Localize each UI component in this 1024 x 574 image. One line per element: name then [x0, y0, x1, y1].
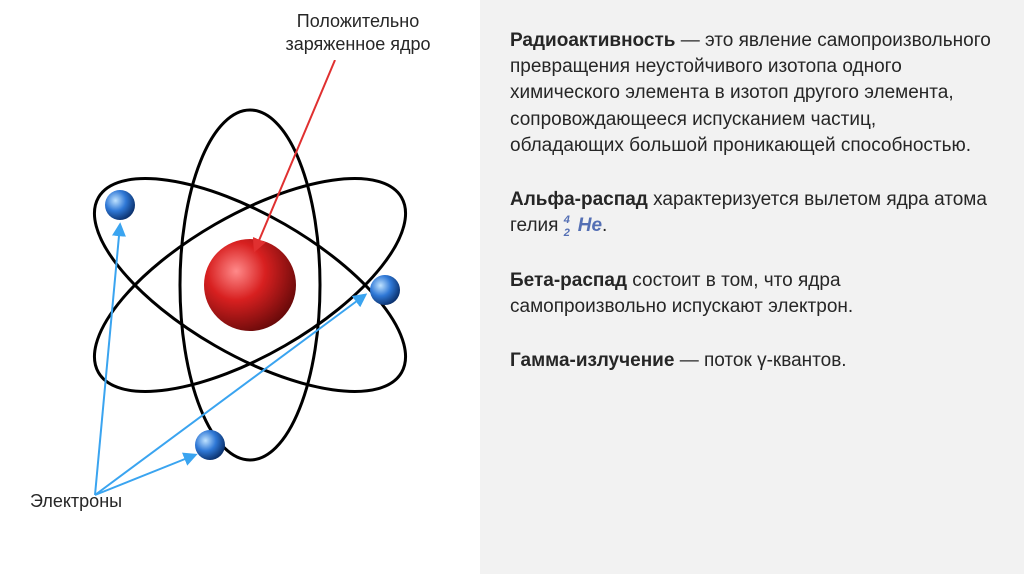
nucleus-label: Положительнозаряженное ядро: [258, 10, 458, 57]
atom-diagram: [60, 60, 460, 510]
term-radioactivity: Радиоактивность: [510, 30, 675, 51]
pointer-electron: [95, 225, 120, 495]
electron: [195, 430, 225, 460]
term-gamma: Гамма-излучение: [510, 350, 674, 371]
term-beta: Бета-распад: [510, 270, 627, 291]
term-alpha: Альфа-распад: [510, 189, 648, 210]
pointer-electron: [95, 455, 195, 495]
electron: [105, 190, 135, 220]
diagram-panel: Положительнозаряженное ядро Электроны: [0, 0, 480, 574]
gamma-radiation: Гамма-излучение — поток γ-квантов.: [510, 348, 994, 374]
electron: [370, 275, 400, 305]
nucleus: [204, 239, 296, 331]
alpha-decay: Альфа-распад характеризуется вылетом ядр…: [510, 187, 994, 239]
radioactivity-definition: Радиоактивность — это явление самопроизв…: [510, 28, 994, 159]
text-body: — поток γ-квантов.: [674, 350, 846, 371]
text-panel: Радиоактивность — это явление самопроизв…: [480, 0, 1024, 574]
atomic-number: 2: [564, 226, 570, 241]
text-body: .: [602, 215, 607, 236]
pointer-nucleus: [255, 60, 335, 250]
helium-formula: 42He: [564, 215, 602, 236]
beta-decay: Бета-распад состоит в том, что ядра само…: [510, 268, 994, 320]
element-symbol: He: [578, 215, 602, 236]
